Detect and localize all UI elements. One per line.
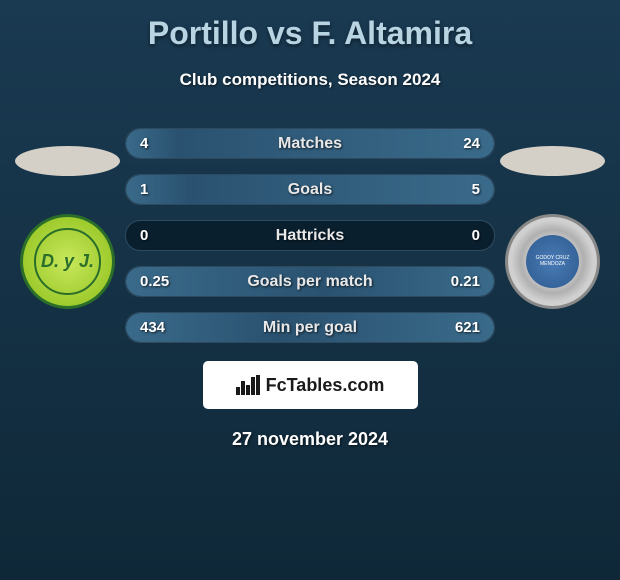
stat-fill-left (126, 175, 189, 204)
stat-row-mpg: 434 Min per goal 621 (125, 312, 495, 343)
stat-row-matches: 4 Matches 24 (125, 128, 495, 159)
stat-value-right: 621 (455, 319, 480, 336)
stat-row-goals: 1 Goals 5 (125, 174, 495, 205)
stat-value-left: 0.25 (140, 273, 169, 290)
chart-icon-bar (236, 387, 240, 395)
team-badge-right-inner: GODOY CRUZ MENDOZA (526, 235, 579, 288)
team-badge-right: GODOY CRUZ MENDOZA (505, 214, 600, 309)
stat-value-right: 0 (472, 227, 480, 244)
stat-label: Min per goal (263, 319, 357, 337)
stat-fill-left (126, 129, 178, 158)
branding-badge: FcTables.com (203, 361, 418, 409)
stat-value-right: 24 (463, 135, 480, 152)
stat-value-left: 0 (140, 227, 148, 244)
chart-icon-bar (256, 375, 260, 395)
team-badge-right-bottom: MENDOZA (540, 261, 565, 267)
stat-label: Goals per match (247, 273, 372, 291)
stat-value-left: 434 (140, 319, 165, 336)
chart-icon-bar (251, 377, 255, 395)
stat-label: Goals (288, 181, 332, 199)
stat-value-right: 0.21 (451, 273, 480, 290)
page-title: Portillo vs F. Altamira (0, 15, 620, 52)
stat-value-left: 4 (140, 135, 148, 152)
branding-text: FcTables.com (266, 375, 385, 396)
stat-row-hattricks: 0 Hattricks 0 (125, 220, 495, 251)
comparison-widget: Portillo vs F. Altamira Club competition… (0, 0, 620, 580)
chart-icon-bar (241, 381, 245, 395)
stat-value-left: 1 (140, 181, 148, 198)
team-badge-left: D. y J. (20, 214, 115, 309)
stats-panel: 4 Matches 24 1 Goals 5 0 Hattricks 0 (125, 128, 495, 343)
content-row: D. y J. 4 Matches 24 1 Goals 5 0 (0, 128, 620, 343)
player-left-avatar (15, 146, 120, 176)
player-right-column: GODOY CRUZ MENDOZA (495, 128, 610, 309)
stat-fill-right (189, 175, 494, 204)
date-label: 27 november 2024 (0, 429, 620, 450)
player-right-avatar (500, 146, 605, 176)
chart-icon-bar (246, 385, 250, 395)
subtitle: Club competitions, Season 2024 (0, 70, 620, 90)
team-badge-left-text: D. y J. (41, 251, 94, 272)
stat-row-gpm: 0.25 Goals per match 0.21 (125, 266, 495, 297)
stat-label: Hattricks (276, 227, 344, 245)
stat-label: Matches (278, 135, 342, 153)
chart-icon (236, 375, 260, 395)
player-left-column: D. y J. (10, 128, 125, 309)
stat-value-right: 5 (472, 181, 480, 198)
